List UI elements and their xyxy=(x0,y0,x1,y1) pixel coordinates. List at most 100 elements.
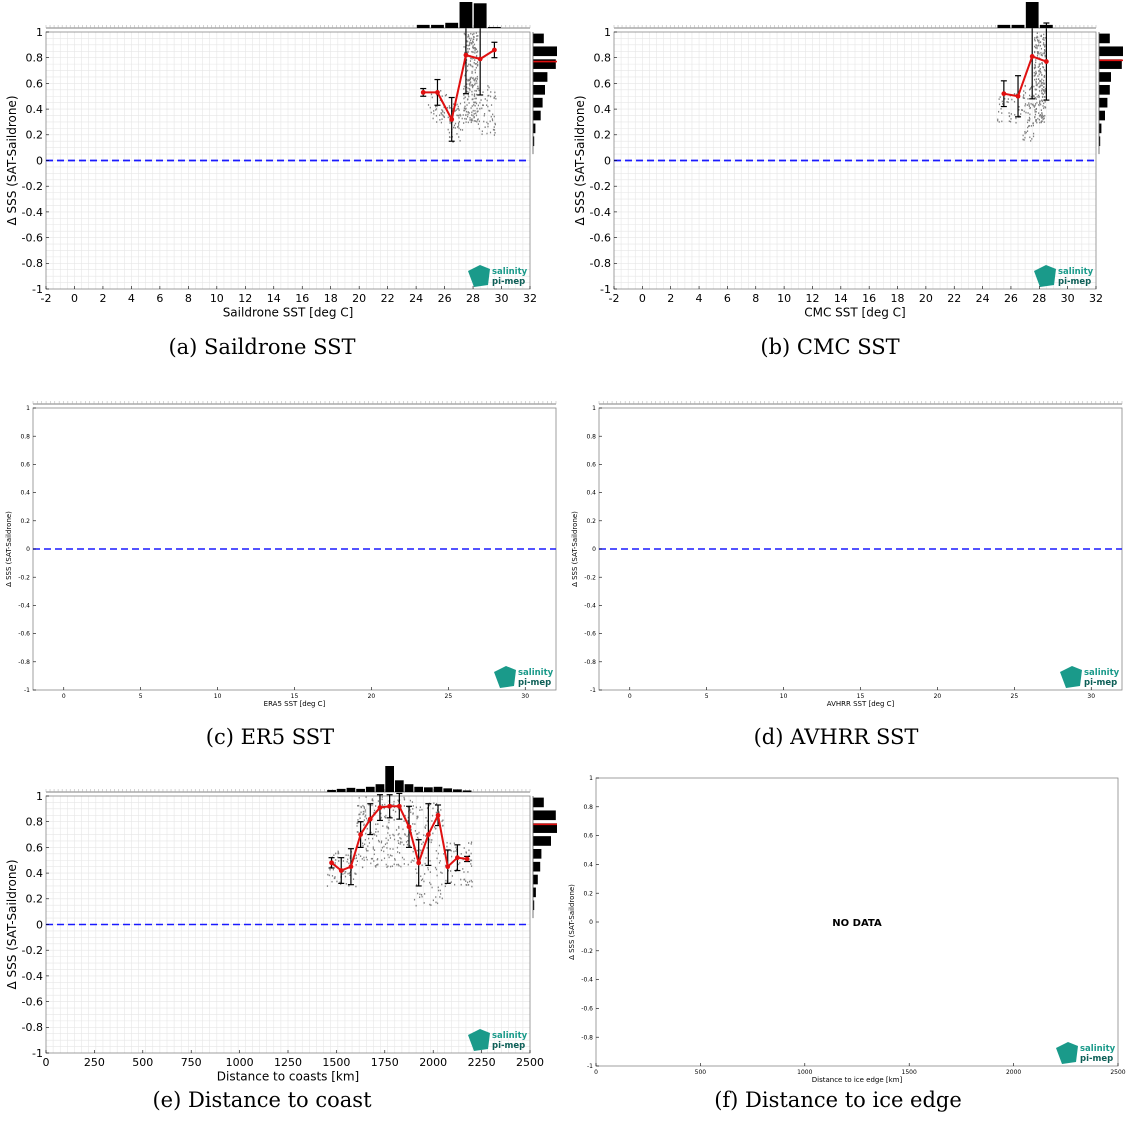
scatter-point xyxy=(465,121,467,123)
scatter-point xyxy=(1035,110,1037,113)
scatter-point xyxy=(1042,43,1045,46)
y-axis-label-e: Δ SSS (SAT-Saildrone) xyxy=(5,860,19,990)
scatter-point xyxy=(354,857,356,860)
scatter-point xyxy=(423,902,425,904)
scatter-point xyxy=(1043,69,1046,71)
scatter-point xyxy=(1008,112,1010,114)
scatter-point xyxy=(412,823,414,825)
x-tick-label: 30 xyxy=(495,292,509,305)
scatter-point xyxy=(373,832,375,835)
logo-mark xyxy=(468,265,490,287)
scatter-point xyxy=(478,127,480,130)
scatter-point xyxy=(356,860,358,862)
scatter-point xyxy=(440,871,442,874)
scatter-point xyxy=(393,863,395,866)
x-tick-label: 1250 xyxy=(274,1056,302,1069)
scatter-point xyxy=(362,813,364,816)
y-tick-label: 0.2 xyxy=(26,129,44,142)
scatter-point xyxy=(361,866,364,869)
x-tick-label: 22 xyxy=(381,292,395,305)
scatter-point xyxy=(489,95,492,98)
scatter-point xyxy=(997,118,999,121)
scatter-point xyxy=(1004,97,1006,100)
scatter-point xyxy=(1029,88,1031,90)
scatter-point xyxy=(489,110,491,112)
scatter-point xyxy=(466,881,469,884)
scatter-point xyxy=(375,835,378,837)
x-tick-label: 0 xyxy=(71,292,78,305)
y-histogram-a xyxy=(532,32,557,155)
scatter-point xyxy=(449,107,451,109)
x-hist-bar xyxy=(424,787,433,792)
y-histogram-b xyxy=(1098,32,1123,155)
scatter-point xyxy=(1013,100,1016,103)
scatter-point xyxy=(1037,78,1040,80)
scatter-point xyxy=(1001,100,1003,103)
scatter-point xyxy=(465,884,467,886)
y-tick-label: 0.8 xyxy=(26,816,44,829)
y-tick-label: -1 xyxy=(590,687,596,694)
scatter-point xyxy=(1038,90,1041,92)
scatter-point xyxy=(424,893,426,895)
scatter-point xyxy=(1020,113,1022,115)
y-hist-bar xyxy=(533,136,535,147)
mean-point xyxy=(406,824,412,830)
scatter-point xyxy=(419,896,421,898)
scatter-point xyxy=(473,104,475,106)
scatter-point xyxy=(412,813,414,815)
scatter-point xyxy=(1036,51,1039,53)
y-hist-bar xyxy=(533,110,541,121)
scatter-point xyxy=(477,123,480,125)
scatter-point xyxy=(1035,44,1037,47)
y-hist-bar xyxy=(1099,72,1111,82)
scatter-point xyxy=(1027,125,1030,128)
scatter-point xyxy=(473,95,476,97)
scatter-point xyxy=(1035,120,1037,123)
scatter-point xyxy=(455,846,457,849)
scatter-point xyxy=(371,798,373,800)
scatter-point xyxy=(1023,97,1025,99)
scatter-point xyxy=(1010,113,1012,115)
scatter-point xyxy=(384,815,386,818)
scatter-point xyxy=(1023,139,1025,141)
scatter-point xyxy=(1041,84,1043,87)
scatter-point xyxy=(431,96,433,99)
x-tick-label: 12 xyxy=(805,292,819,305)
scatter-point xyxy=(1015,121,1017,124)
x-hist-bar xyxy=(462,790,472,792)
scatter-point xyxy=(467,47,469,50)
scatter-point xyxy=(397,851,399,853)
x-tick-label: 20 xyxy=(368,693,376,700)
x-tick-label: 2000 xyxy=(1006,1069,1021,1076)
scatter-point xyxy=(471,70,473,73)
scatter-point xyxy=(464,108,466,110)
x-tick-label: 5 xyxy=(705,693,709,700)
scatter-point xyxy=(454,110,456,112)
scatter-point xyxy=(1038,104,1040,107)
scatter-point xyxy=(1042,38,1044,41)
mean-point xyxy=(455,855,460,861)
x-tick-label: 8 xyxy=(185,292,192,305)
x-hist-bar xyxy=(453,789,462,792)
scatter-point xyxy=(1038,39,1040,42)
x-tick-label: 0 xyxy=(594,1069,598,1076)
x-tick-label: 10 xyxy=(780,693,788,700)
scatter-point xyxy=(448,131,451,134)
scatter-point xyxy=(427,866,429,869)
scatter-point xyxy=(447,128,449,131)
scatter-point xyxy=(474,109,476,112)
scatter-point xyxy=(435,868,438,871)
scatter-point xyxy=(441,897,443,900)
mean-point xyxy=(477,56,483,62)
scatter-point xyxy=(348,885,350,887)
scatter-point xyxy=(476,51,478,54)
scatter-point xyxy=(342,873,344,875)
scatter-point xyxy=(435,803,438,805)
scatter-point xyxy=(444,885,446,888)
scatter-point xyxy=(1036,83,1038,86)
scatter-point xyxy=(1033,85,1035,88)
scatter-point xyxy=(1041,112,1043,114)
scatter-point xyxy=(462,114,464,116)
scatter-point xyxy=(1039,68,1041,70)
scatter-point xyxy=(377,863,379,866)
